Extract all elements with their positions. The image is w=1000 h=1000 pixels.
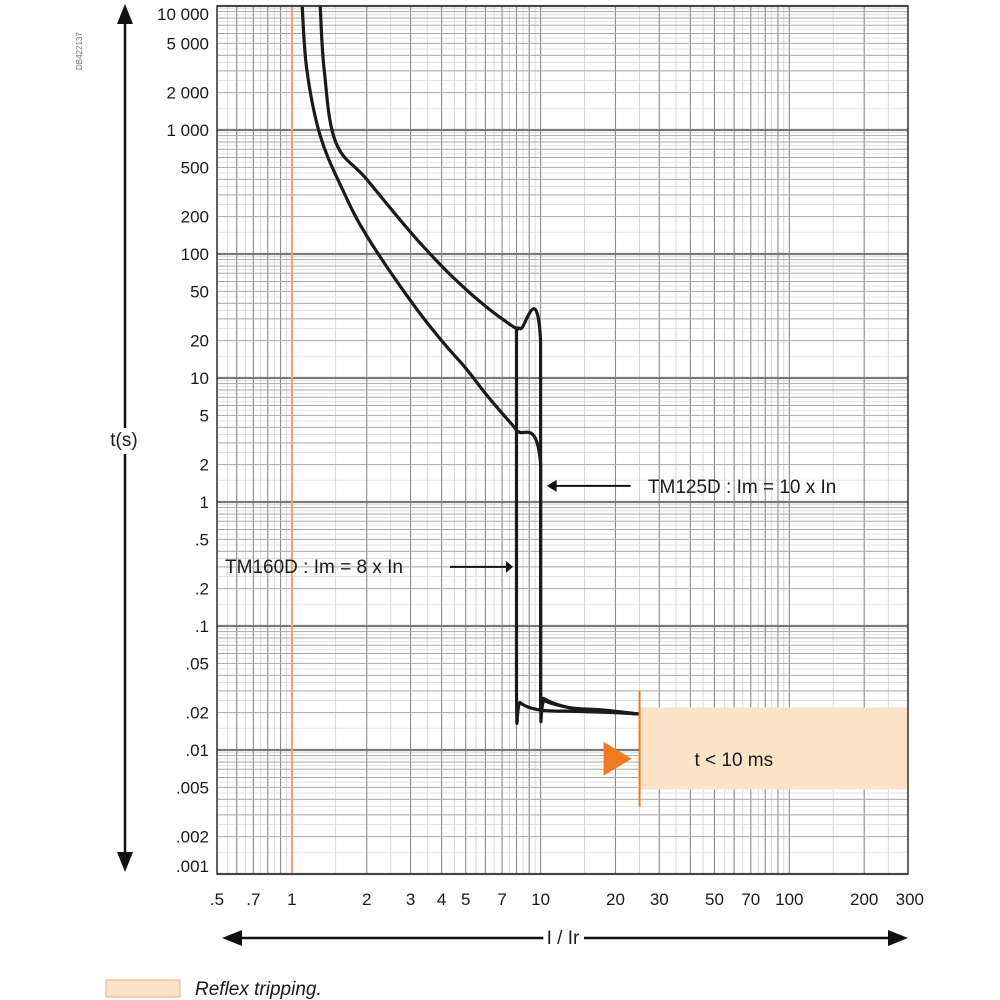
x-tick-label: 30 [650, 890, 669, 909]
reflex-tripping-region [639, 707, 908, 790]
y-tick-label: 1 000 [166, 121, 209, 140]
plot-frame [216, 5, 909, 875]
x-tick-label: .7 [246, 890, 260, 909]
y-tick-label: 1 [200, 493, 209, 512]
annotation-arrowhead-tm160d [505, 560, 514, 573]
x-tick-label: 20 [606, 890, 625, 909]
x-tick-label: 2 [362, 890, 371, 909]
y-axis-arrow [117, 4, 133, 872]
y-tick-label: 2 [200, 456, 209, 475]
y-tick-label: .01 [185, 741, 209, 760]
annotation-tm125d: TM125D : Im = 10 x In [648, 477, 837, 498]
y-tick-label: .02 [185, 704, 209, 723]
y-tick-label: .001 [176, 857, 209, 876]
x-axis-arrow [222, 930, 908, 946]
reflex-marker-triangle [603, 741, 632, 776]
x-tick-label: 200 [850, 890, 878, 909]
y-tick-label: .05 [185, 654, 209, 673]
x-tick-label: 100 [775, 890, 803, 909]
legend-label: Reflex tripping. [195, 979, 322, 1000]
x-tick-label: 3 [406, 890, 415, 909]
series-curve-1 [300, 5, 640, 716]
x-tick-label: 4 [437, 890, 446, 909]
series-layer [300, 5, 640, 725]
figure-id: DB422137 [75, 32, 84, 70]
annotation-reflex-time: t < 10 ms [694, 750, 773, 771]
y-tick-label: 200 [181, 208, 209, 227]
series-curve-3 [514, 326, 640, 725]
y-tick-label: .5 [195, 530, 209, 549]
x-tick-label: 70 [741, 890, 760, 909]
x-tick-label: 300 [896, 890, 924, 909]
x-tick-label: 1 [287, 890, 296, 909]
y-tick-label: 100 [181, 245, 209, 264]
annotation-tm160d: TM160D : Im = 8 x In [225, 557, 403, 578]
y-axis-title: t(s) [110, 430, 137, 451]
series-curve-2 [318, 5, 640, 724]
x-tick-label: .5 [210, 890, 224, 909]
y-tick-label: .2 [195, 580, 209, 599]
annotation-arrowhead-tm125d [546, 479, 557, 492]
x-axis-title: I / Ir [547, 928, 580, 949]
y-tick-label: 20 [190, 332, 209, 351]
y-tick-label: 5 000 [166, 34, 209, 53]
y-tick-label: 500 [181, 158, 209, 177]
y-tick-label: .005 [176, 778, 209, 797]
y-tick-label: 2 000 [166, 84, 209, 103]
annotations: TM125D : Im = 10 x In TM160D : Im = 8 x I… [225, 477, 836, 807]
x-tick-labels: .5 .7 1 2 3 4 5 7 10 20 30 50 70 100 200 300 [210, 890, 924, 909]
x-tick-label: 10 [531, 890, 550, 909]
y-tick-label: 50 [190, 282, 209, 301]
y-tick-label: 10 [190, 369, 209, 388]
x-tick-label: 5 [461, 890, 470, 909]
y-tick-label: 10 000 [157, 5, 209, 24]
legend-swatch [105, 979, 181, 998]
y-tick-label: .002 [176, 828, 209, 847]
x-tick-label: 7 [497, 890, 506, 909]
x-tick-label: 50 [705, 890, 724, 909]
y-tick-label: .1 [195, 617, 209, 636]
y-tick-labels: 10 000 5 000 2 000 1 000 500 200 100 50 20 10 5 2 1.… [157, 5, 209, 876]
y-tick-label: 5 [200, 406, 209, 425]
